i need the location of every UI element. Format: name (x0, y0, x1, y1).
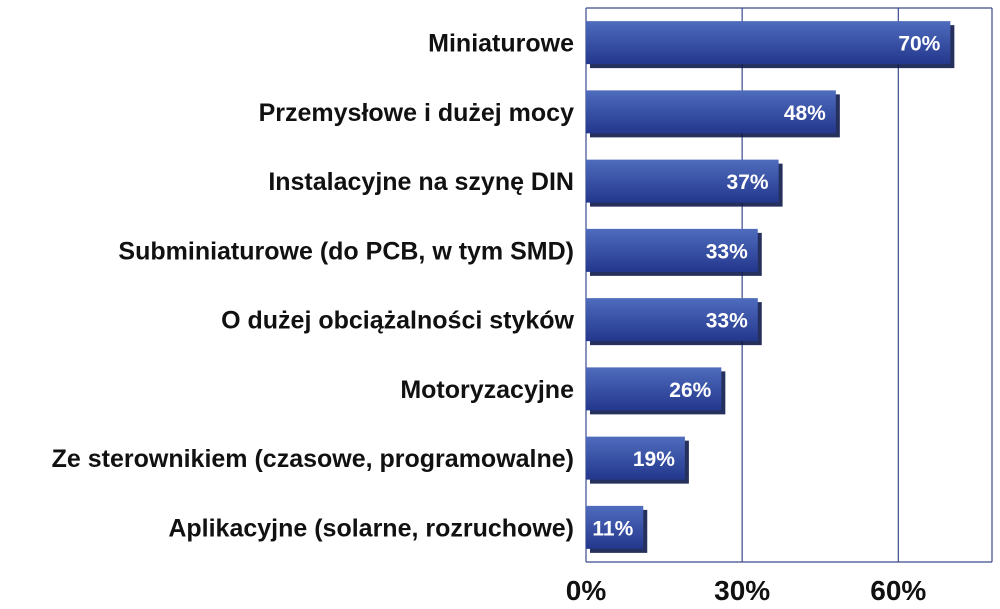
bar-value-label: 48% (784, 102, 826, 125)
bar-value-label: 26% (669, 379, 711, 402)
bar-value-label: 33% (706, 240, 748, 263)
bar-value-label: 37% (727, 171, 769, 194)
bar (586, 21, 951, 65)
category-labels: Miniaturowe Przemysłowe i dużej mocy Insta… (52, 30, 575, 543)
bar (586, 159, 779, 203)
bars: 70% 48% 37% 33% 33% 26% 19% 11% (586, 21, 955, 553)
bar-value-label: 19% (633, 448, 675, 471)
bar (586, 90, 836, 134)
category-label: Ze sterownikiem (czasowe, programowalne) (52, 445, 574, 473)
category-label: Aplikacyjne (solarne, rozruchowe) (168, 514, 574, 542)
x-tick-label: 60% (870, 575, 926, 606)
x-axis-ticks: 0% 30% 60% (566, 575, 927, 606)
x-tick-label: 0% (566, 575, 607, 606)
category-label: Instalacyjne na szynę DIN (268, 168, 574, 196)
x-tick-label: 30% (714, 575, 770, 606)
bar (586, 228, 758, 272)
category-label: O dużej obciążalności styków (221, 307, 574, 335)
bar-value-label: 70% (898, 33, 940, 56)
bar (586, 367, 722, 411)
bar (586, 436, 685, 480)
category-label: Subminiaturowe (do PCB, w tym SMD) (118, 237, 574, 265)
category-label: Przemysłowe i dużej mocy (259, 99, 574, 127)
bar (586, 298, 758, 342)
bar-value-label: 33% (706, 310, 748, 333)
category-label: Motoryzacyjne (400, 376, 574, 404)
bar (586, 505, 644, 549)
category-label: Miniaturowe (428, 30, 574, 58)
bar-value-label: 11% (592, 517, 633, 540)
